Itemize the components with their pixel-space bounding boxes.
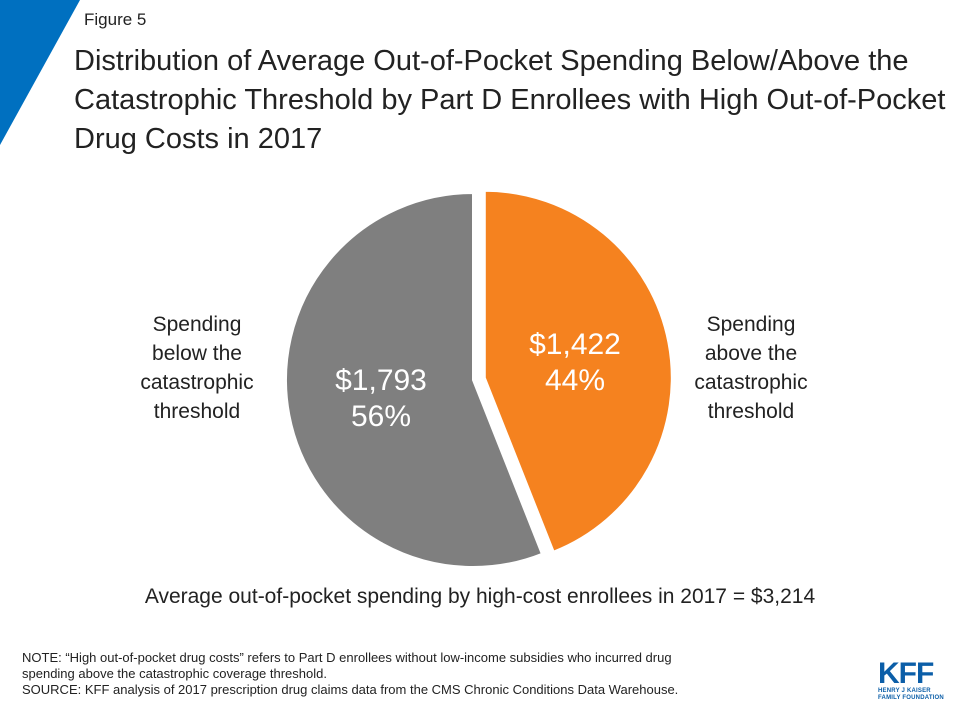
figure-label: Figure 5: [84, 10, 147, 29]
category-label-below: Spending below the catastrophic threshol…: [140, 313, 254, 423]
slice-amount-above: $1,422: [529, 328, 621, 361]
chart-title: Distribution of Average Out-of-Pocket Sp…: [74, 45, 946, 155]
slice-percent-above: 44%: [544, 364, 606, 397]
source-text: SOURCE: KFF analysis of 2017 prescriptio…: [22, 682, 679, 697]
slice-amount-below: $1,793: [335, 364, 427, 397]
notes-block: NOTE: “High out-of-pocket drug costs” re…: [22, 650, 842, 698]
kff-logo-letters: KFF: [878, 657, 934, 690]
total-spending-caption: Average out-of-pocket spending by high-c…: [144, 585, 816, 608]
slice-label-below: $1,793 56%: [306, 363, 456, 435]
note-text: NOTE: “High out-of-pocket drug costs” re…: [22, 650, 672, 681]
category-label-above: Spending above the catastrophic threshol…: [694, 313, 808, 423]
slice-label-above: $1,422 44%: [500, 327, 650, 399]
pie-slice-below: [285, 191, 544, 568]
kff-logo-line2: FAMILY FOUNDATION: [878, 695, 944, 701]
kff-logo-line1: HENRY J KAISER: [878, 688, 931, 694]
pie-slice-above: [483, 189, 673, 553]
corner-accent-triangle: [0, 0, 80, 145]
kff-logo: KFF HENRY J KAISER FAMILY FOUNDATION: [878, 657, 948, 702]
slice-percent-below: 56%: [350, 400, 412, 433]
